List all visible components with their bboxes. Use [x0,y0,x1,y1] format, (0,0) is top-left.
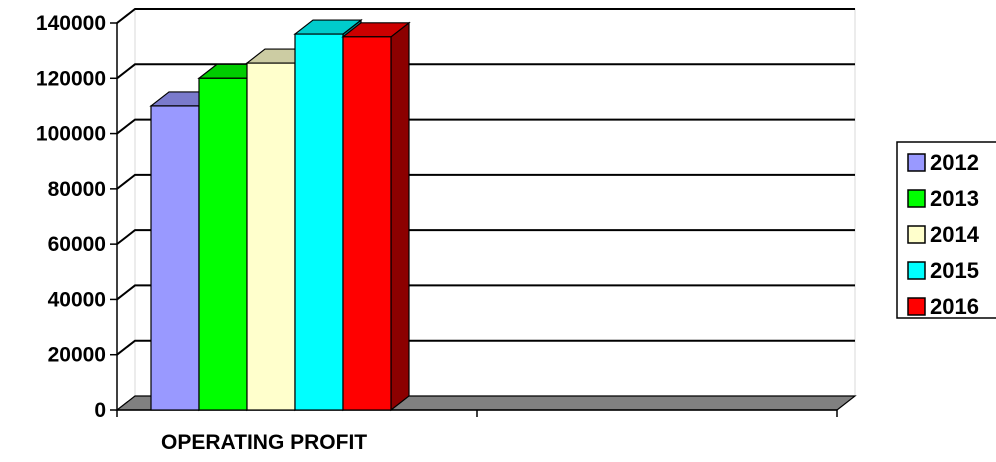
bar-front-2012 [150,105,200,411]
legend-swatch-2014 [907,225,926,244]
legend-swatch-2015 [907,261,926,280]
y-tick-labels: 0 20000 40000 60000 80000 100000 120000 140000 [36,12,106,422]
legend-swatch-2013 [907,189,926,208]
bar-front-2013 [198,77,248,411]
bar-front-2016 [342,36,392,411]
gridline [116,63,855,80]
y-tick-label: 140000 [36,12,106,35]
legend: 2012 2013 2014 2015 2016 [896,141,996,319]
legend-label-2012: 2012 [930,150,979,175]
bar-side-2016 [390,21,410,412]
gridline [116,8,855,24]
gridline [116,284,855,301]
legend-swatch-2016 [907,297,926,316]
side-wall [116,7,136,412]
y-tick-label: 40000 [48,288,106,311]
y-tick-label: 60000 [48,233,106,256]
bar-2016 [341,21,411,412]
category-labels: OPERATING PROFIT [161,431,367,454]
legend-swatch-2012 [907,153,926,172]
legend-label-2015: 2015 [930,258,979,283]
gridline [116,229,855,245]
legend-label-2014: 2014 [930,222,980,247]
legend-label-2016: 2016 [930,294,979,319]
category-label: OPERATING PROFIT [161,431,367,454]
y-tick-label: 0 [94,399,106,422]
bars [149,18,411,412]
y-tick-label: 80000 [48,178,106,201]
legend-label-2013: 2013 [930,186,979,211]
bar-front-2015 [294,33,344,411]
gridline [116,173,855,190]
y-tick-label: 120000 [36,67,106,90]
y-tick-label: 100000 [36,123,106,146]
y-tick-label: 20000 [48,344,106,367]
gridlines [116,8,855,356]
bar-front-2014 [246,62,296,411]
gridline [116,118,855,135]
gridline [116,339,855,356]
